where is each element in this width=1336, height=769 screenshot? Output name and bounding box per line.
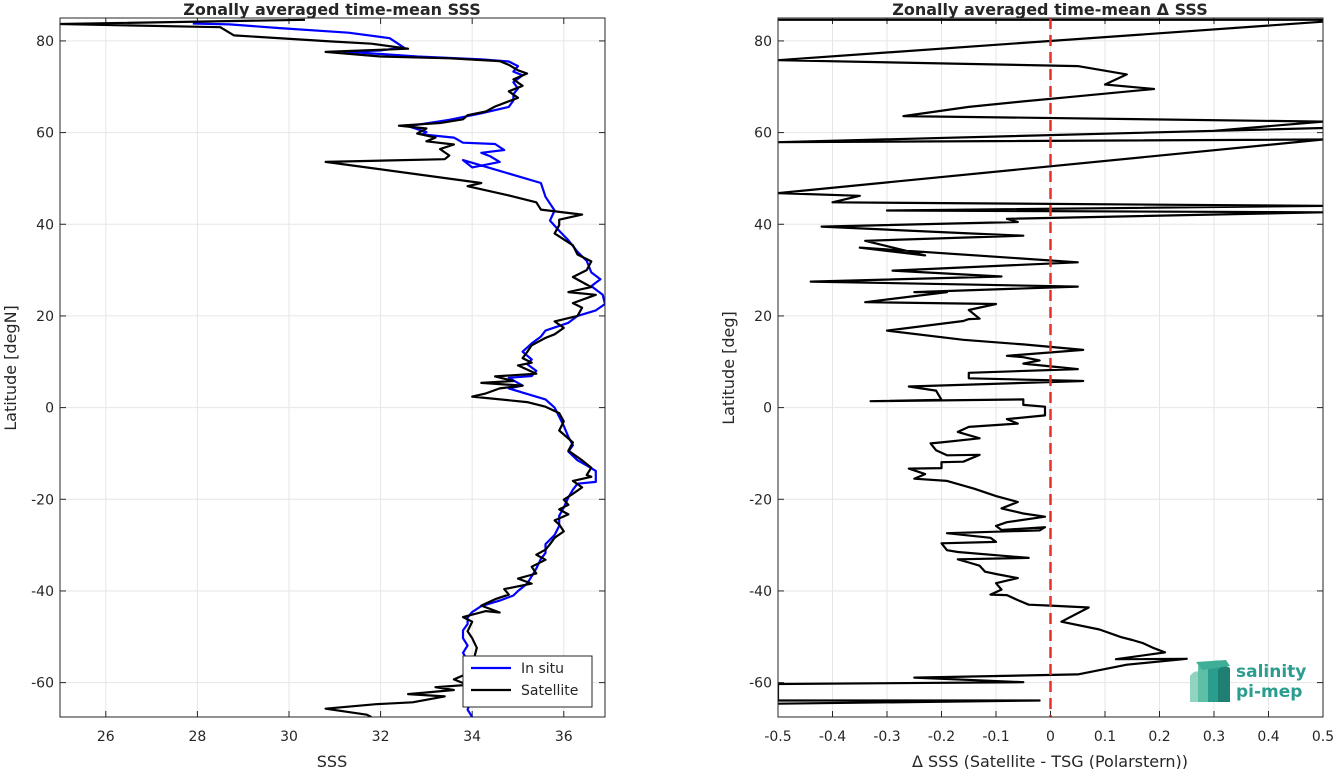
logo-text-line1: salinity bbox=[1236, 662, 1306, 682]
y-tick-label-right: 40 bbox=[754, 217, 772, 233]
x-axis-label-right: Δ SSS (Satellite - TSG (Polarstern)) bbox=[912, 752, 1188, 769]
y-tick-label-right: 60 bbox=[754, 126, 772, 142]
y-tick-label-right: -40 bbox=[749, 584, 772, 600]
ticks-right: -0.5 -0.4 -0.3 -0.2 -0.1 0 0.1 0.2 0.3 0.4 0.5 80 60… bbox=[749, 18, 1334, 745]
x-tick-label-right: 0.3 bbox=[1203, 729, 1225, 745]
y-tick-label-right: -20 bbox=[749, 492, 772, 508]
y-tick-label-left: -20 bbox=[31, 492, 54, 508]
axes-box-right bbox=[777, 17, 1324, 718]
series-right bbox=[778, 18, 1323, 705]
legend-label-satellite: Satellite bbox=[521, 683, 578, 699]
y-tick-label-left: 60 bbox=[36, 126, 54, 142]
chart-right: -0.5 -0.4 -0.3 -0.2 -0.1 0 0.1 0.2 0.3 0.4 0.5 80 60… bbox=[719, 0, 1334, 769]
x-tick-label-right: -0.5 bbox=[764, 729, 791, 745]
grid-left bbox=[60, 18, 605, 717]
x-tick-label-left: 36 bbox=[555, 729, 573, 745]
chart-title-left: Zonally averaged time-mean SSS bbox=[183, 0, 481, 19]
x-tick-label-right: 0.1 bbox=[1094, 729, 1116, 745]
legend-label-in-situ: In situ bbox=[521, 661, 564, 677]
y-tick-label-right: 0 bbox=[763, 401, 772, 417]
chart-title-right: Zonally averaged time-mean Δ SSS bbox=[892, 0, 1208, 19]
x-tick-label-right: 0.4 bbox=[1257, 729, 1279, 745]
series-left bbox=[60, 18, 605, 717]
x-axis-label-left: SSS bbox=[317, 752, 347, 769]
plot-area-left bbox=[60, 18, 605, 717]
y-tick-label-left: 40 bbox=[36, 217, 54, 233]
y-tick-label-left: -40 bbox=[31, 584, 54, 600]
x-tick-label-right: 0 bbox=[1046, 729, 1055, 745]
y-axis-label-right: Latitude [deg] bbox=[719, 311, 738, 425]
y-tick-label-right: 80 bbox=[754, 34, 772, 50]
y-tick-label-right: -60 bbox=[749, 676, 772, 692]
x-tick-label-left: 28 bbox=[188, 729, 206, 745]
x-tick-label-left: 34 bbox=[463, 729, 481, 745]
x-tick-label-right: 0.2 bbox=[1148, 729, 1170, 745]
x-tick-label-right: -0.1 bbox=[982, 729, 1009, 745]
logo-wave-icon bbox=[1190, 660, 1230, 702]
y-tick-label-left: 20 bbox=[36, 309, 54, 325]
chart-left: 26 28 30 32 34 36 80 60 40 20 0 -20 -40 -60 Zonally a… bbox=[1, 0, 606, 769]
x-tick-label-left: 26 bbox=[97, 729, 115, 745]
x-tick-label-left: 32 bbox=[372, 729, 390, 745]
series-line-delta-sss bbox=[778, 18, 1323, 705]
x-tick-label-right: 0.5 bbox=[1312, 729, 1334, 745]
x-tick-label-left: 30 bbox=[280, 729, 298, 745]
x-tick-label-right: -0.4 bbox=[819, 729, 846, 745]
ticks-left: 26 28 30 32 34 36 80 60 40 20 0 -20 -40 -60 bbox=[31, 18, 605, 745]
y-tick-label-left: 0 bbox=[45, 401, 54, 417]
y-tick-label-right: 20 bbox=[754, 309, 772, 325]
legend-box bbox=[462, 655, 593, 708]
logo-text-line2: pi-mep bbox=[1236, 682, 1302, 702]
x-tick-label-right: -0.2 bbox=[928, 729, 955, 745]
axes-box-left bbox=[59, 17, 606, 718]
legend: In situ Satellite bbox=[462, 655, 593, 708]
y-axis-label-left: Latitude [degN] bbox=[1, 305, 20, 431]
x-tick-label-right: -0.3 bbox=[873, 729, 900, 745]
y-tick-label-left: -60 bbox=[31, 676, 54, 692]
series-line-satellite bbox=[60, 18, 597, 717]
salinity-pi-mep-logo: salinity pi-mep bbox=[1190, 660, 1306, 702]
y-tick-label-left: 80 bbox=[36, 34, 54, 50]
